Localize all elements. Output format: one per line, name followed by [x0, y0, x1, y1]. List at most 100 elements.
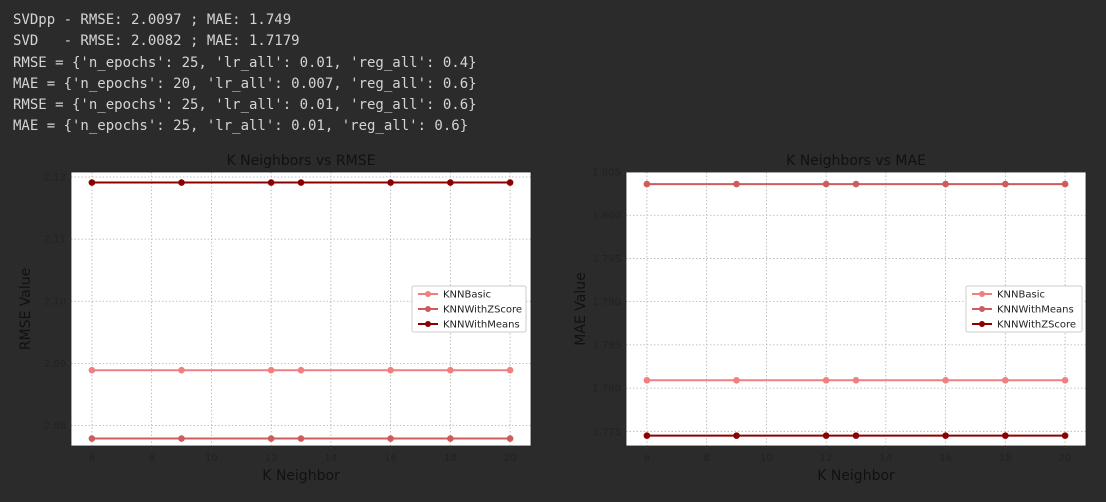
mae-x-tick-label: 14 [880, 453, 893, 464]
mae-y-tick-label: 1.785 [592, 340, 621, 351]
mae-chart-title: K Neighbors vs MAE [786, 153, 926, 169]
rmse-legend-label: KNNBasic [443, 290, 491, 301]
mae-data-point [942, 180, 949, 188]
mae-data-point [1061, 377, 1069, 384]
mae-data-point [733, 180, 740, 188]
rmse-y-tick-label: 2.08 [44, 421, 66, 432]
rmse-x-tick-label: 18 [444, 453, 457, 464]
rmse-data-point [297, 366, 305, 374]
rmse-data-point [447, 179, 454, 186]
mae-data-point [822, 377, 830, 384]
mae-legend-label: KNNWithMeans [997, 305, 1074, 316]
mae-data-point [733, 432, 740, 439]
output-line: SVDpp - RMSE: 2.0097 ; MAE: 1.749 [13, 12, 292, 28]
output-line: SVD - RMSE: 2.0082 ; MAE: 1.7179 [13, 33, 300, 50]
mae-plot-frame [625, 171, 1087, 447]
rmse-y-tick-label: 2.10 [44, 297, 66, 308]
rmse-y-tick-label: 2.12 [44, 172, 66, 183]
mae-data-point [1061, 180, 1069, 188]
mae-data-point [1002, 432, 1009, 439]
mae-x-tick-label: 10 [760, 453, 773, 464]
rmse-data-point [506, 435, 514, 442]
rmse-x-tick-label: 14 [325, 453, 338, 464]
rmse-legend-marker [425, 306, 431, 312]
output-line: RMSE = {'n_epochs': 25, 'lr_all': 0.01, … [13, 54, 477, 71]
rmse-plot-frame [70, 171, 532, 447]
mae-x-tick-label: 12 [820, 453, 833, 464]
mae-legend-label: KNNBasic [997, 290, 1045, 301]
mae-x-tick-label: 18 [999, 453, 1012, 464]
rmse-data-point [506, 366, 514, 374]
mae-data-point [852, 432, 860, 439]
mae-legend-marker [979, 321, 985, 327]
rmse-data-point [178, 179, 185, 186]
rmse-data-point [387, 366, 394, 374]
rmse-data-point [267, 435, 275, 442]
rmse-x-tick-label: 6 [89, 453, 95, 464]
mae-legend-label: KNNWithZScore [997, 320, 1076, 331]
rmse-data-point [178, 435, 185, 442]
mae-data-point [643, 180, 651, 188]
rmse-data-point [178, 366, 185, 374]
rmse-legend-label: KNNWithZScore [443, 305, 522, 316]
mae-data-point [1002, 377, 1009, 384]
rmse-y-axis-label: RMSE Value [18, 268, 34, 350]
mae-y-tick-label: 1.800 [592, 211, 621, 222]
rmse-data-point [297, 179, 305, 186]
rmse-data-point [387, 435, 394, 442]
rmse-legend-label: KNNWithMeans [443, 320, 520, 331]
rmse-legend-box [411, 285, 527, 333]
rmse-data-point [267, 366, 275, 374]
console-output: SVDpp - RMSE: 2.0097 ; MAE: 1.749 SVD - R… [13, 10, 477, 138]
mae-y-axis-label: MAE Value [573, 272, 589, 345]
rmse-x-tick-label: 16 [384, 453, 397, 464]
mae-data-point [852, 377, 860, 384]
mae-data-point [1061, 432, 1069, 439]
rmse-x-tick-label: 20 [504, 453, 517, 464]
rmse-data-point [88, 366, 96, 374]
mae-data-point [942, 432, 949, 439]
rmse-y-tick-label: 2.09 [44, 359, 66, 370]
rmse-data-point [88, 435, 96, 442]
mae-x-tick-label: 6 [644, 453, 650, 464]
mae-data-point [852, 180, 860, 188]
rmse-x-tick-label: 12 [265, 453, 278, 464]
rmse-data-point [267, 179, 275, 186]
mae-legend-marker [979, 306, 985, 312]
mae-x-tick-label: 16 [939, 453, 952, 464]
rmse-x-axis-label: K Neighbor [262, 468, 340, 484]
rmse-data-point [447, 366, 454, 374]
rmse-chart-title: K Neighbors vs RMSE [227, 153, 376, 169]
mae-data-point [822, 432, 830, 439]
rmse-legend-marker [425, 291, 431, 297]
mae-y-tick-label: 1.805 [592, 168, 621, 179]
output-line: MAE = {'n_epochs': 25, 'lr_all': 0.01, '… [13, 118, 469, 135]
mae-legend-marker [979, 291, 985, 297]
output-line: MAE = {'n_epochs': 20, 'lr_all': 0.007, … [13, 75, 477, 92]
mae-x-tick-label: 20 [1059, 453, 1072, 464]
mae-y-tick-label: 1.780 [592, 384, 621, 395]
rmse-data-point [88, 179, 96, 186]
mae-data-point [1002, 180, 1009, 188]
rmse-data-point [297, 435, 305, 442]
rmse-legend-marker [425, 321, 431, 327]
mae-x-axis-label: K Neighbor [817, 468, 895, 484]
mae-data-point [822, 180, 830, 188]
rmse-data-point [387, 179, 394, 186]
mae-data-point [643, 432, 651, 439]
rmse-x-tick-label: 10 [205, 453, 218, 464]
mae-data-point [643, 377, 651, 384]
mae-x-tick-label: 8 [703, 453, 709, 464]
mae-y-tick-label: 1.795 [592, 254, 621, 265]
mae-data-point [942, 377, 949, 384]
rmse-x-tick-label: 8 [148, 453, 154, 464]
rmse-data-point [447, 435, 454, 442]
mae-legend-box [965, 285, 1083, 333]
mae-y-tick-label: 1.775 [592, 427, 621, 438]
mae-data-point [733, 377, 740, 384]
output-line: RMSE = {'n_epochs': 25, 'lr_all': 0.01, … [13, 97, 477, 114]
rmse-data-point [506, 179, 514, 186]
rmse-y-tick-label: 2.11 [44, 235, 66, 246]
mae-y-tick-label: 1.790 [592, 297, 621, 308]
